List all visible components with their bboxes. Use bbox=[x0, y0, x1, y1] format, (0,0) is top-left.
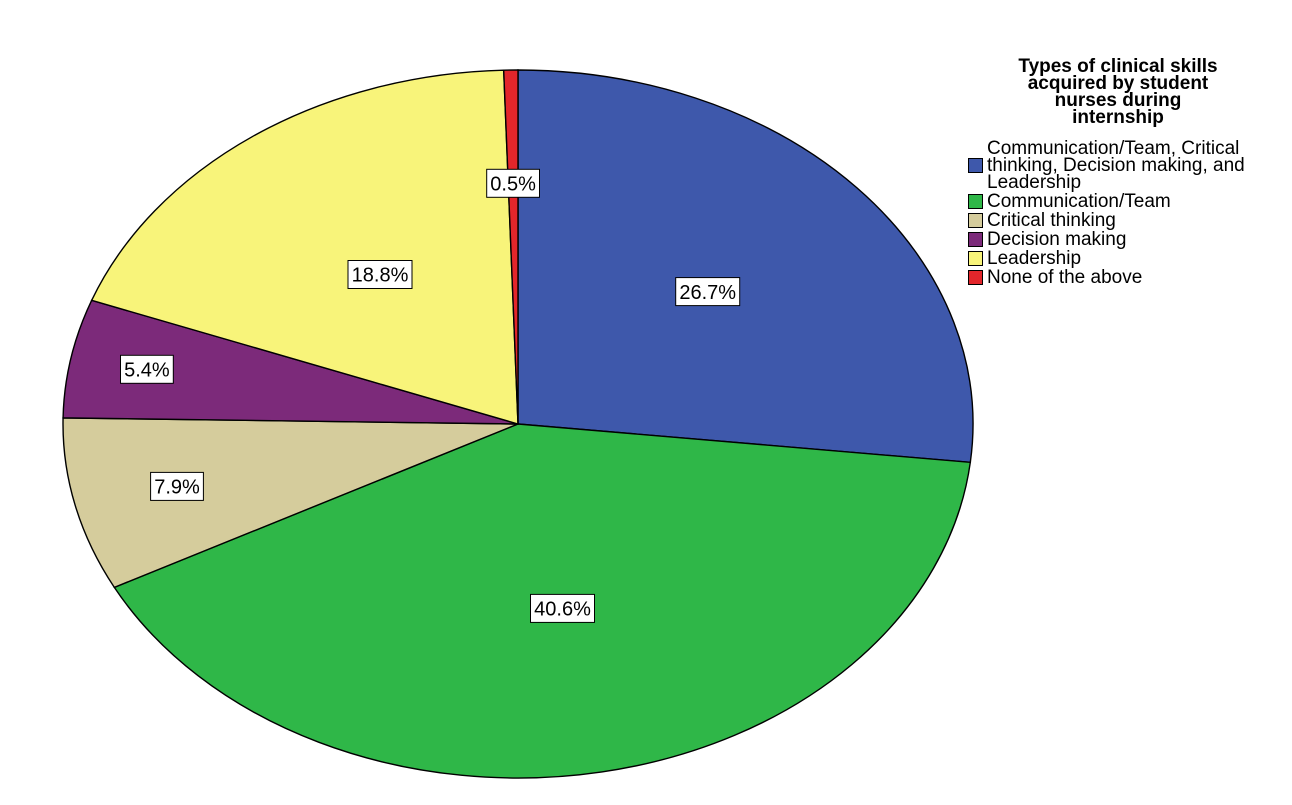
data-label-text-3: 5.4% bbox=[124, 360, 170, 382]
data-label-box-1 bbox=[530, 593, 595, 623]
legend-swatch-3 bbox=[968, 232, 983, 247]
pie-slice-4 bbox=[90, 69, 519, 425]
pie-slice-2 bbox=[62, 417, 519, 589]
data-label-text-2: 7.9% bbox=[154, 477, 200, 499]
data-label-5: 0.5% bbox=[486, 168, 541, 198]
legend: Types of clinical skills acquired by stu… bbox=[968, 56, 1268, 288]
data-label-box-3 bbox=[120, 354, 174, 384]
data-label-box-2 bbox=[150, 471, 204, 501]
pie-slice-5 bbox=[502, 69, 519, 425]
data-label-3: 5.4% bbox=[120, 354, 174, 384]
legend-label-0: Communication/Team, Critical thinking, D… bbox=[987, 138, 1245, 193]
data-label-box-4 bbox=[347, 260, 413, 289]
legend-items: Communication/Team, Critical thinking, D… bbox=[968, 138, 1268, 288]
legend-label-1: Communication/Team bbox=[987, 191, 1171, 212]
data-label-4: 18.8% bbox=[347, 260, 413, 289]
legend-item-1: Communication/Team bbox=[968, 191, 1268, 212]
data-label-2: 7.9% bbox=[150, 471, 204, 501]
pie-slice-3 bbox=[62, 299, 519, 425]
pie-slice-0 bbox=[517, 69, 974, 464]
legend-item-3: Decision making bbox=[968, 229, 1268, 250]
data-label-text-0: 26.7% bbox=[679, 282, 736, 304]
data-label-box-5 bbox=[486, 168, 541, 198]
data-label-box-0 bbox=[675, 277, 741, 307]
legend-item-5: None of the above bbox=[968, 267, 1268, 288]
legend-title: Types of clinical skills acquired by stu… bbox=[1018, 56, 1218, 128]
legend-label-4: Leadership bbox=[987, 248, 1082, 269]
data-label-text-5: 0.5% bbox=[490, 174, 536, 196]
legend-item-2: Critical thinking bbox=[968, 210, 1268, 231]
data-label-1: 40.6% bbox=[530, 593, 595, 623]
legend-swatch-4 bbox=[968, 251, 983, 266]
legend-swatch-0 bbox=[968, 158, 983, 173]
legend-swatch-1 bbox=[968, 194, 983, 209]
data-label-text-4: 18.8% bbox=[352, 265, 409, 287]
data-label-text-1: 40.6% bbox=[534, 599, 591, 621]
legend-item-4: Leadership bbox=[968, 248, 1268, 269]
pie-data-labels: 26.7% 40.6% 7.9% 5.4% 18.8% 0.5% bbox=[120, 168, 741, 623]
legend-label-2: Critical thinking bbox=[987, 210, 1116, 231]
data-label-0: 26.7% bbox=[675, 277, 741, 307]
legend-label-3: Decision making bbox=[987, 229, 1127, 250]
legend-swatch-2 bbox=[968, 213, 983, 228]
legend-swatch-5 bbox=[968, 270, 983, 285]
legend-item-0: Communication/Team, Critical thinking, D… bbox=[968, 138, 1268, 193]
legend-label-5: None of the above bbox=[987, 267, 1143, 288]
